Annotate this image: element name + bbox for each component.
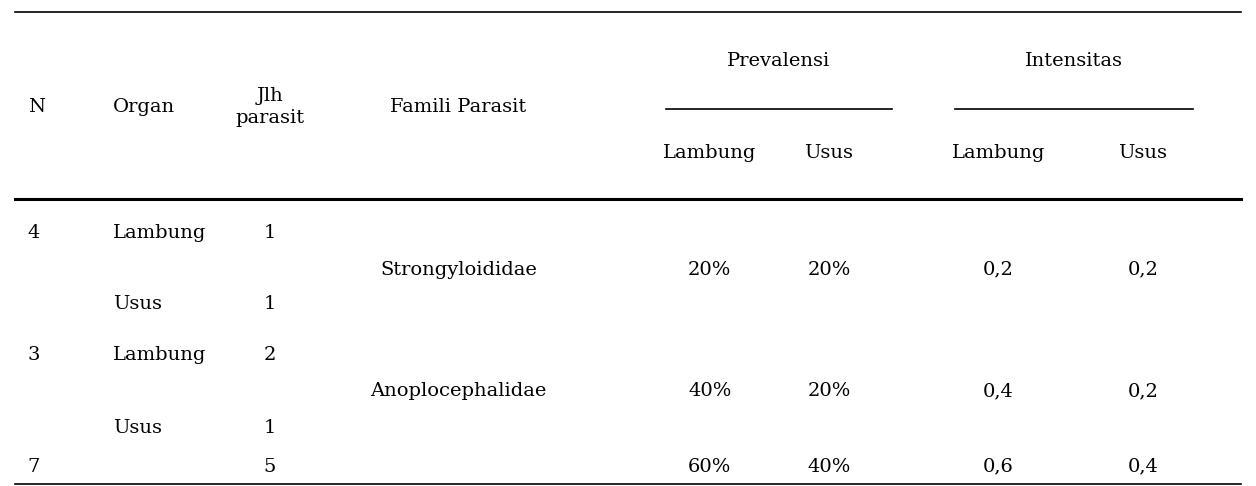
Text: Jlh
parasit: Jlh parasit (235, 87, 305, 127)
Text: Lambung: Lambung (113, 224, 206, 243)
Text: 40%: 40% (808, 457, 850, 476)
Text: 7: 7 (28, 457, 40, 476)
Text: N: N (28, 98, 45, 116)
Text: 20%: 20% (688, 260, 731, 279)
Text: Strongyloididae: Strongyloididae (381, 260, 536, 279)
Text: Prevalensi: Prevalensi (727, 52, 830, 70)
Text: Intensitas: Intensitas (1025, 52, 1123, 70)
Text: 2: 2 (264, 346, 276, 364)
Text: Organ: Organ (113, 98, 175, 116)
Text: 1: 1 (264, 295, 276, 313)
Text: Usus: Usus (1118, 144, 1168, 162)
Text: Famili Parasit: Famili Parasit (391, 98, 526, 116)
Text: 0,6: 0,6 (983, 457, 1014, 476)
Text: 3: 3 (28, 346, 40, 364)
Text: 4: 4 (28, 224, 40, 243)
Text: 40%: 40% (688, 382, 731, 400)
Text: Lambung: Lambung (952, 144, 1045, 162)
Text: 0,2: 0,2 (1128, 260, 1158, 279)
Text: Lambung: Lambung (663, 144, 756, 162)
Text: 20%: 20% (808, 382, 850, 400)
Text: Usus: Usus (804, 144, 854, 162)
Text: 60%: 60% (688, 457, 731, 476)
Text: 0,4: 0,4 (1128, 457, 1158, 476)
Text: Usus: Usus (113, 418, 162, 437)
Text: 1: 1 (264, 224, 276, 243)
Text: 5: 5 (264, 457, 276, 476)
Text: Lambung: Lambung (113, 346, 206, 364)
Text: 0,4: 0,4 (983, 382, 1014, 400)
Text: Usus: Usus (113, 295, 162, 313)
Text: 20%: 20% (808, 260, 850, 279)
Text: Anoplocephalidae: Anoplocephalidae (371, 382, 546, 400)
Text: 1: 1 (264, 418, 276, 437)
Text: 0,2: 0,2 (1128, 382, 1158, 400)
Text: 0,2: 0,2 (983, 260, 1014, 279)
